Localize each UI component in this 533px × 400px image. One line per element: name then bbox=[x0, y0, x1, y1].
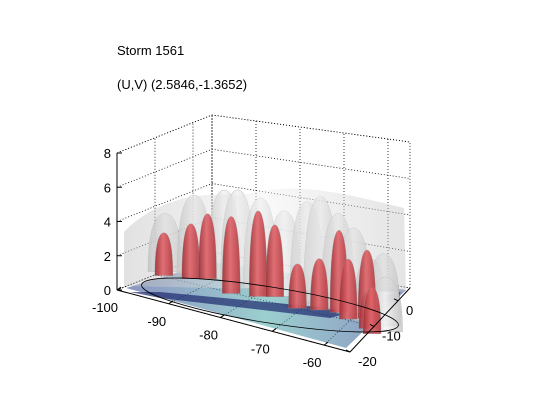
y-axis-line bbox=[349, 287, 411, 353]
chart-subtitle: (U,V) (2.5846,-1.3652) bbox=[117, 77, 248, 92]
domain-outline bbox=[141, 277, 399, 333]
x-tick bbox=[220, 314, 225, 318]
x-tick-label: -90 bbox=[147, 314, 166, 329]
z-gridline bbox=[116, 183, 411, 222]
red-core bbox=[154, 232, 174, 276]
x-tick-label: -100 bbox=[92, 300, 118, 315]
x-tick-label: -80 bbox=[199, 328, 218, 343]
z-tick-label: 2 bbox=[104, 249, 111, 264]
x-tick bbox=[168, 300, 174, 305]
y-tick bbox=[345, 349, 351, 353]
x-tick bbox=[272, 327, 277, 332]
y-tick bbox=[393, 298, 399, 302]
y-tick-label: 0 bbox=[406, 303, 413, 318]
x-tick bbox=[323, 341, 329, 346]
red-core bbox=[198, 213, 217, 279]
front-axis-lines bbox=[116, 152, 411, 353]
y-tick-label: -10 bbox=[382, 328, 401, 343]
x-tick-label: -70 bbox=[251, 341, 270, 356]
z-tick-label: 6 bbox=[104, 180, 111, 195]
x-tick-label: -60 bbox=[303, 355, 322, 370]
z-tick-label: 0 bbox=[104, 283, 111, 298]
y-tick bbox=[369, 323, 375, 327]
z-gridline bbox=[116, 114, 411, 154]
z-tick-label: 4 bbox=[104, 215, 111, 230]
red-core bbox=[288, 263, 307, 309]
y-tick-label: -20 bbox=[358, 354, 377, 369]
x-axis-line bbox=[116, 289, 351, 353]
red-isosurface bbox=[154, 210, 382, 334]
red-core bbox=[265, 224, 284, 297]
red-core bbox=[222, 216, 241, 294]
box-back-top bbox=[116, 114, 411, 288]
z-tick-label: 8 bbox=[104, 146, 111, 161]
chart-title: Storm 1561 bbox=[117, 43, 185, 58]
x-tick bbox=[116, 286, 122, 291]
z-gridline bbox=[116, 148, 411, 188]
